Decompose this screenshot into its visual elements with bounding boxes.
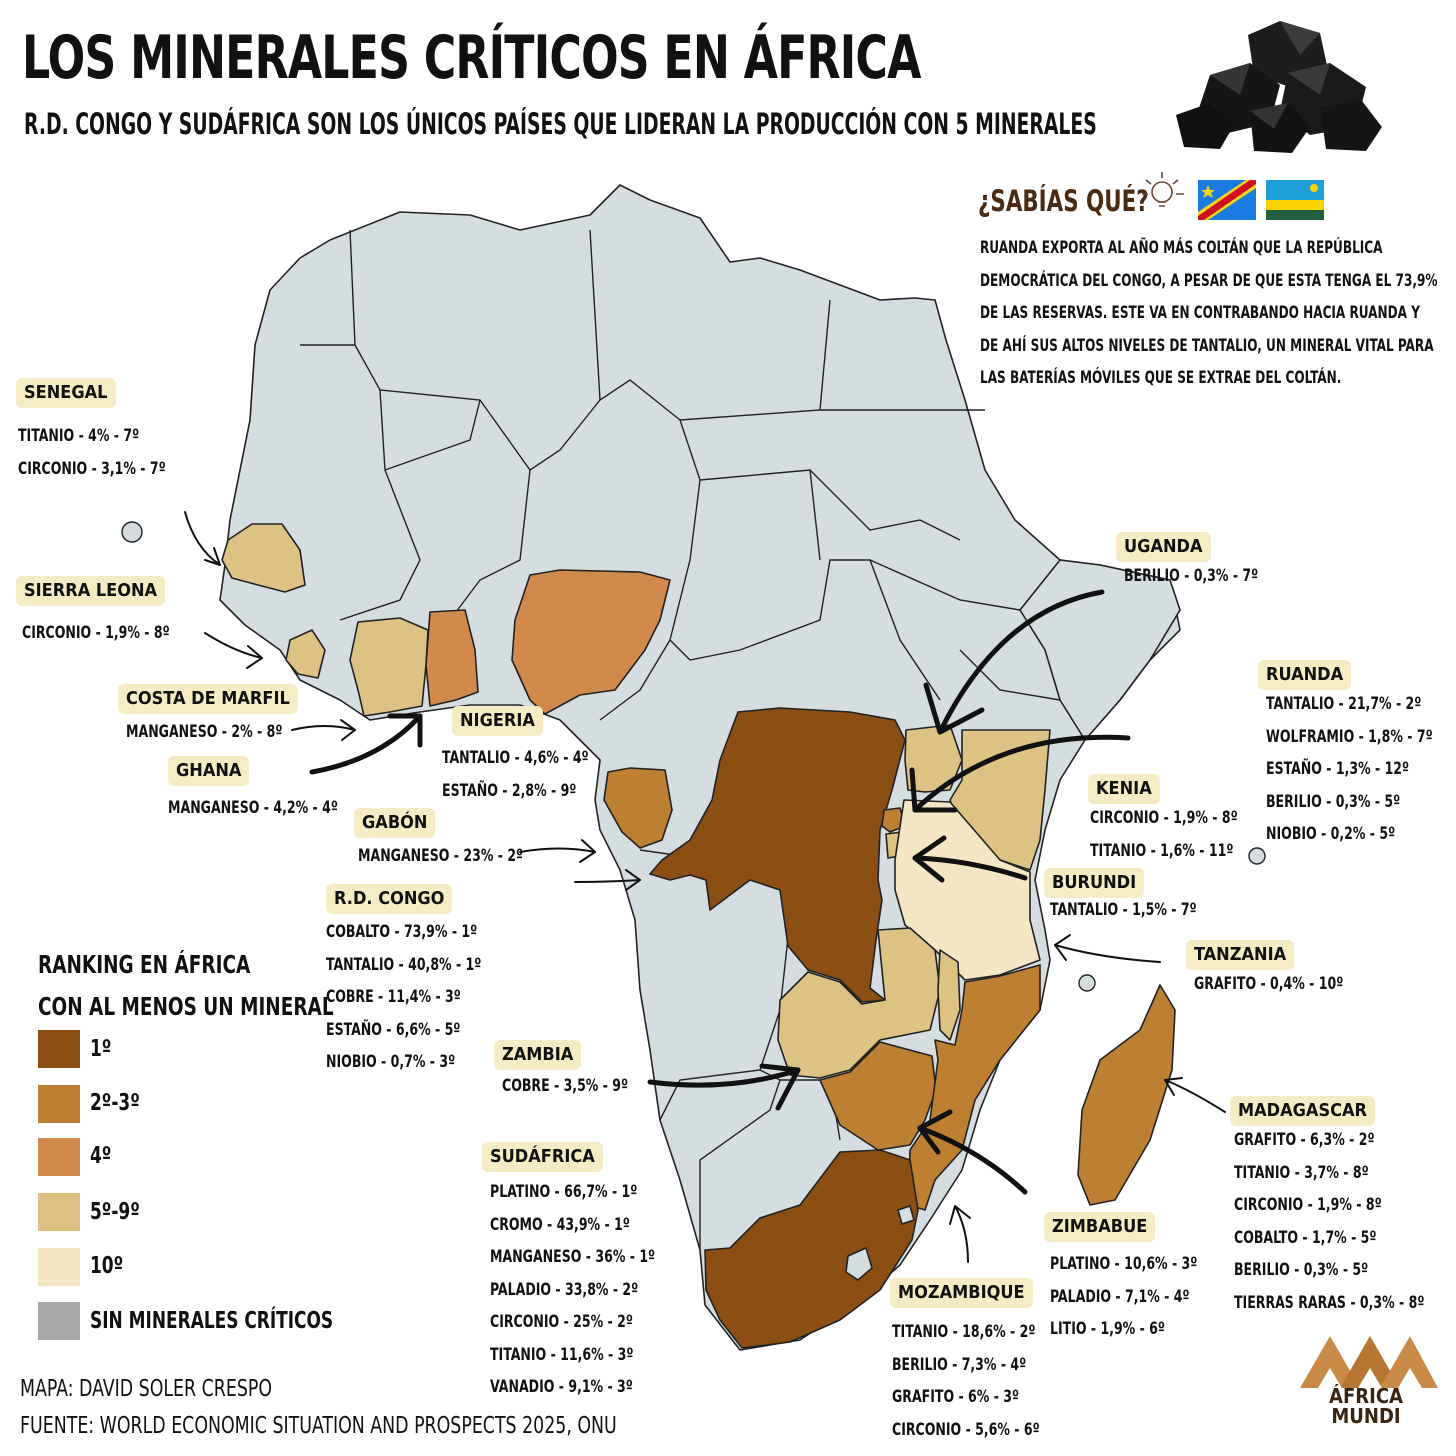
country-eswatini [897,1205,915,1225]
coal-icon [1176,21,1382,153]
ruanda-minerals: TANTALIO - 21,7% - 2º WOLFRAMIO - 1,8% - … [1266,694,1433,844]
zimbabue-minerals: PLATINO - 10,6% - 3º PALADIO - 7,1% - 4º L… [1050,1254,1198,1339]
mozambique-minerals: TITANIO - 18,6% - 2º BERILIO - 7,3% - 4º G… [892,1322,1040,1440]
country-sudafrica [704,1149,919,1349]
tag-tanzania: TANZANIA [1186,940,1295,970]
legend-swatch-none [38,1302,80,1340]
legend-title: RANKING EN ÁFRICA CON AL MENOS UN MINERA… [38,950,334,1021]
tag-zambia: ZAMBIA [494,1040,582,1070]
country-costa-de-marfil [349,617,429,717]
sierra-leona-minerals: CIRCONIO - 1,9% - 8º [22,623,170,643]
country-rd-congo [649,707,906,1003]
country-sierra-leone [285,629,326,679]
tag-zimbabue: ZIMBABUE [1044,1212,1156,1242]
ruanda-flag-icon [1266,180,1324,220]
country-mozambique [907,964,1041,1211]
legend-label-4: 4º [90,1143,112,1169]
legend-swatch-1 [38,1030,80,1068]
tag-sudafrica: SUDÁFRICA [482,1142,603,1172]
country-madagascar [1077,984,1176,1206]
cabo-verde-island [121,521,143,543]
legend-swatch-10 [38,1248,80,1286]
country-zimbabue [819,1041,937,1151]
country-ghana [425,609,479,707]
madagascar-minerals: GRAFITO - 6,3% - 2º TITANIO - 3,7% - 8º CI… [1234,1130,1425,1313]
tag-burundi: BURUNDI [1044,868,1145,898]
uganda-minerals: BERILIO - 0,3% - 7º [1124,566,1259,586]
tag-uganda: UGANDA [1116,532,1211,562]
map-credit: MAPA: DAVID SOLER CRESPO [20,1376,273,1402]
tanzania-minerals: GRAFITO - 0,4% - 10º [1194,974,1344,994]
tag-ghana: GHANA [168,756,250,786]
lightbulb-icon [1142,172,1184,207]
country-senegal [221,523,306,593]
tag-madagascar: MADAGASCAR [1230,1096,1376,1126]
sudafrica-minerals: PLATINO - 66,7% - 1º CROMO - 43,9% - 1º MA… [490,1182,656,1397]
burundi-minerals: TANTALIO - 1,5% - 7º [1050,900,1197,920]
fact-title: ¿SABÍAS QUÉ? [978,184,1149,218]
legend-swatch-5-9 [38,1193,80,1231]
country-nigeria [511,569,671,715]
tag-senegal: SENEGAL [16,378,116,408]
tag-sierra-leona: SIERRA LEONA [16,576,166,606]
zambia-minerals: COBRE - 3,5% - 9º [502,1076,629,1096]
legend-label-none: SIN MINERALES CRÍTICOS [90,1308,334,1334]
legend-label-2-3: 2º-3º [90,1090,140,1116]
ghana-minerals: MANGANESO - 4,2% - 4º [168,798,338,818]
legend-swatch-2-3 [38,1085,80,1123]
country-gabon [603,767,673,849]
tag-rd-congo: R.D. CONGO [326,884,453,914]
legend-swatch-4 [38,1138,80,1176]
page-subtitle: R.D. CONGO Y SUDÁFRICA SON LOS ÚNICOS PA… [24,107,1097,141]
country-malawi [937,949,961,1041]
rd-congo-flag-icon [1198,180,1256,220]
country-lesotho [845,1247,873,1281]
tag-nigeria: NIGERIA [452,706,543,736]
country-zambia [777,927,941,1079]
tag-mozambique: MOZAMBIQUE [890,1278,1033,1308]
comoros-island [1078,974,1096,992]
brand-name: ÁFRICA MUNDI [1329,1384,1403,1428]
africa-mundi-logo-icon [1300,1336,1438,1388]
tag-gabon: GABÓN [354,808,436,838]
costa-de-marfil-minerals: MANGANESO - 2% - 8º [126,722,283,742]
country-ruanda [881,807,906,833]
kenia-minerals: CIRCONIO - 1,9% - 8º TITANIO - 1,6% - 11º [1090,808,1238,861]
fact-text: RUANDA EXPORTA AL AÑO MÁS COLTÁN QUE LA … [980,238,1438,388]
legend-label-1: 1º [90,1036,112,1062]
tag-kenia: KENIA [1088,774,1160,804]
senegal-minerals: TITANIO - 4% - 7º CIRCONIO - 3,1% - 7º [18,426,166,479]
legend-label-5-9: 5º-9º [90,1199,140,1225]
nigeria-minerals: TANTALIO - 4,6% - 4º ESTAÑO - 2,8% - 9º [442,748,589,801]
page-title: LOS MINERALES CRÍTICOS EN ÁFRICA [22,23,921,93]
tag-ruanda: RUANDA [1258,660,1352,690]
legend-label-10: 10º [90,1253,124,1279]
rd-congo-minerals: COBALTO - 73,9% - 1º TANTALIO - 40,8% - 1… [326,922,482,1072]
source-credit: FUENTE: WORLD ECONOMIC SITUATION AND PRO… [20,1413,617,1439]
tag-costa-de-marfil: COSTA DE MARFIL [118,684,298,714]
gabon-minerals: MANGANESO - 23% - 2º [358,846,524,866]
seychelles-island [1248,847,1266,865]
